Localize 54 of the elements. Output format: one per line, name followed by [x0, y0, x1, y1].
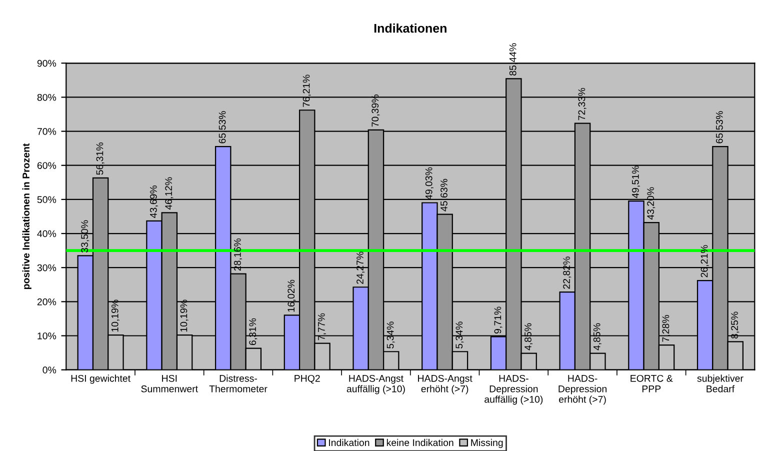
data-label: 85,44% — [509, 43, 518, 76]
data-label: 26,21% — [700, 245, 709, 278]
y-tick-label: 70% — [37, 128, 56, 135]
data-label: 5,34% — [386, 322, 395, 348]
data-label: 46,12% — [165, 177, 174, 210]
data-label: 4,85% — [593, 323, 602, 350]
y-axis-title: positive Indikationen in Prozent — [22, 143, 32, 290]
x-tick-label: HSI gewichtet — [71, 374, 130, 384]
legend-label: Missing — [471, 438, 503, 448]
y-tick-label: 30% — [37, 264, 56, 272]
y-tick-label: 10% — [38, 332, 56, 340]
data-label: 6,31% — [249, 318, 258, 346]
data-label: 70,39% — [372, 94, 380, 127]
legend-label: Indikation — [329, 438, 370, 446]
data-label: 5,34% — [456, 322, 464, 348]
data-label: 9,71% — [494, 306, 502, 334]
y-tick-label: 40% — [37, 230, 56, 238]
y-tick-label: 90% — [37, 60, 56, 67]
data-label: 7,77% — [318, 313, 326, 340]
x-tick-label: HADS- Depression erhöht (>7) — [558, 374, 606, 405]
x-tick-label: PHQ2 — [294, 374, 320, 384]
data-label: 10,19% — [111, 300, 120, 332]
data-label: 33,50% — [81, 220, 90, 253]
data-label: 56,31% — [96, 142, 104, 175]
x-tick-label: HADS-Angst erhöht (>7) — [418, 374, 472, 394]
x-tick-label: subjektiver Bedarf — [697, 374, 744, 392]
data-label: 7,28% — [662, 315, 670, 342]
data-label: 16,02% — [288, 280, 296, 312]
y-tick-label: 60% — [37, 162, 56, 169]
data-label: 76,21% — [302, 74, 311, 107]
data-label: 8,25% — [731, 312, 740, 339]
x-tick-label: Distress- Thermometer — [209, 374, 268, 392]
data-label: 10,19% — [180, 300, 188, 332]
data-label: 24,27% — [356, 252, 365, 284]
data-label: 28,16% — [234, 238, 242, 271]
y-tick-label: 20% — [37, 298, 56, 306]
x-tick-label: HSI Summenwert — [141, 374, 198, 392]
y-tick-label: 50% — [37, 196, 56, 204]
data-label: 43,69% — [150, 186, 158, 218]
data-label: 4,85% — [524, 323, 533, 350]
x-tick-label: HADS-Angst auffällig (>10) — [346, 374, 405, 394]
data-label: 49,51% — [632, 166, 640, 198]
x-tick-label: EORTC & PPP — [630, 374, 673, 392]
y-tick-label: 0% — [42, 366, 56, 374]
data-label: 22,82% — [563, 256, 572, 289]
data-label: 49,03% — [425, 167, 434, 200]
data-label: 65,53% — [218, 111, 227, 144]
x-tick-label: HADS- Depression auffällig (>10) — [484, 374, 543, 405]
data-label: 65,53% — [716, 111, 724, 144]
data-label: 72,33% — [578, 88, 586, 120]
chart-title: Indikationen — [374, 24, 446, 33]
data-label: 45,63% — [440, 178, 449, 212]
y-tick-label: 80% — [37, 94, 56, 101]
legend-label: keine Indikation — [386, 438, 454, 446]
